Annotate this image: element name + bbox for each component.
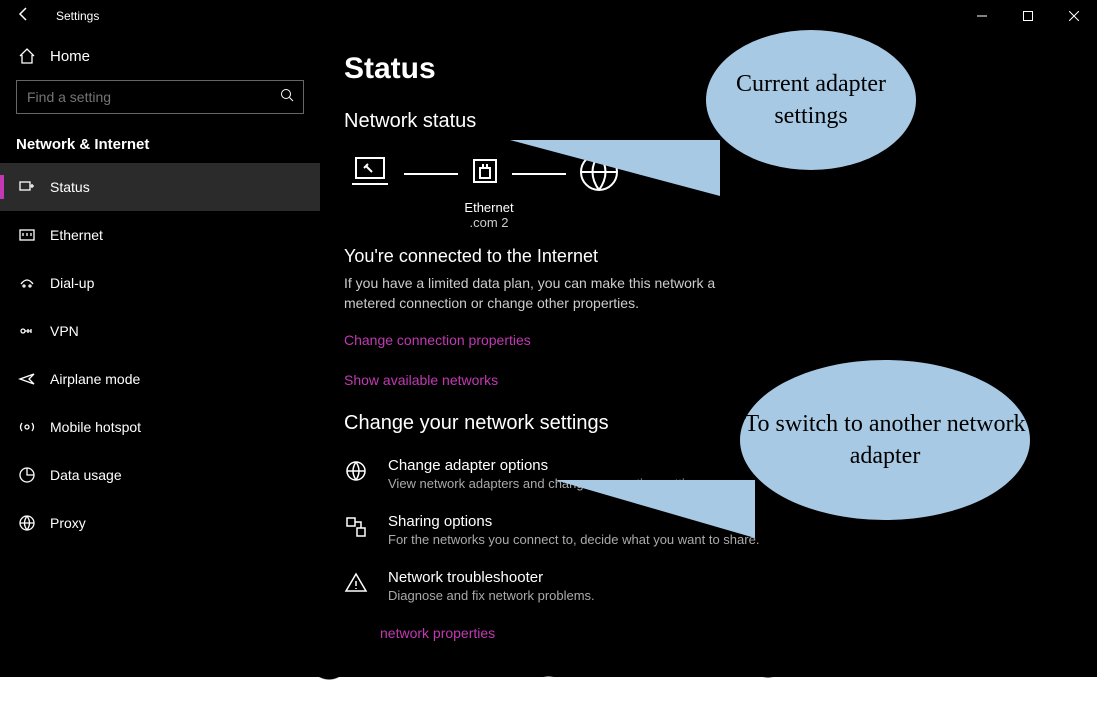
datausage-icon: [18, 466, 36, 484]
close-button[interactable]: [1051, 0, 1097, 32]
sidebar-item-airplane[interactable]: Airplane mode: [0, 355, 320, 403]
back-button[interactable]: [8, 6, 40, 27]
sharing-icon: [344, 513, 370, 547]
maximize-button[interactable]: [1005, 0, 1051, 32]
sidebar-item-dialup[interactable]: Dial-up: [0, 259, 320, 307]
option-title: Network troubleshooter: [388, 569, 595, 586]
sidebar-home[interactable]: Home: [0, 32, 320, 80]
link-change-connection-properties[interactable]: Change connection properties: [344, 332, 1073, 348]
laptop-icon: [348, 154, 392, 193]
sidebar-item-label: Status: [50, 179, 90, 195]
callout-text: Current adapter settings: [706, 68, 916, 133]
sidebar-item-label: VPN: [50, 323, 79, 339]
warning-icon: [344, 569, 370, 603]
callout-tail: [510, 140, 720, 196]
sidebar-item-label: Airplane mode: [50, 371, 140, 387]
crop-indicator: [0, 677, 1097, 715]
sidebar: Home Network & Internet Status Ethernet: [0, 32, 320, 715]
callout-tail: [555, 480, 755, 538]
sidebar-category: Network & Internet: [0, 126, 320, 163]
sidebar-item-datausage[interactable]: Data usage: [0, 451, 320, 499]
search-icon: [280, 88, 294, 105]
adapter-subtext: .com 2: [344, 215, 634, 230]
globe-icon: [344, 457, 370, 491]
link-network-properties[interactable]: network properties: [380, 625, 1073, 641]
sidebar-item-proxy[interactable]: Proxy: [0, 499, 320, 547]
sidebar-item-hotspot[interactable]: Mobile hotspot: [0, 403, 320, 451]
sidebar-item-ethernet[interactable]: Ethernet: [0, 211, 320, 259]
dialup-icon: [18, 274, 36, 292]
sidebar-item-label: Data usage: [50, 467, 122, 483]
option-title: Change adapter options: [388, 457, 709, 474]
sidebar-home-label: Home: [50, 48, 90, 65]
main-content: Status Network status Ethernet .com 2 Yo…: [320, 32, 1097, 715]
airplane-icon: [18, 370, 36, 388]
vpn-icon: [18, 322, 36, 340]
adapter-label: Ethernet: [344, 200, 634, 215]
ethernet-icon: [18, 226, 36, 244]
connected-desc: If you have a limited data plan, you can…: [344, 273, 754, 314]
search-input[interactable]: [16, 80, 304, 114]
callout-current-adapter: Current adapter settings: [706, 30, 916, 170]
sidebar-item-label: Dial-up: [50, 275, 94, 291]
sidebar-item-label: Ethernet: [50, 227, 103, 243]
sidebar-item-status[interactable]: Status: [0, 163, 320, 211]
sidebar-item-label: Proxy: [50, 515, 86, 531]
status-icon: [18, 178, 36, 196]
window-title: Settings: [56, 9, 99, 23]
connected-heading: You're connected to the Internet: [344, 246, 1073, 267]
ethernet-adapter-icon: [470, 154, 500, 193]
option-desc: Diagnose and fix network problems.: [388, 588, 595, 603]
callout-switch-adapter: To switch to another network adapter: [740, 360, 1030, 520]
titlebar: Settings: [0, 0, 1097, 32]
option-troubleshooter[interactable]: Network troubleshooter Diagnose and fix …: [344, 569, 1073, 603]
sidebar-item-label: Mobile hotspot: [50, 419, 141, 435]
hotspot-icon: [18, 418, 36, 436]
globe-icon: [18, 514, 36, 532]
sidebar-item-vpn[interactable]: VPN: [0, 307, 320, 355]
callout-text: To switch to another network adapter: [740, 408, 1030, 473]
home-icon: [18, 47, 36, 65]
minimize-button[interactable]: [959, 0, 1005, 32]
